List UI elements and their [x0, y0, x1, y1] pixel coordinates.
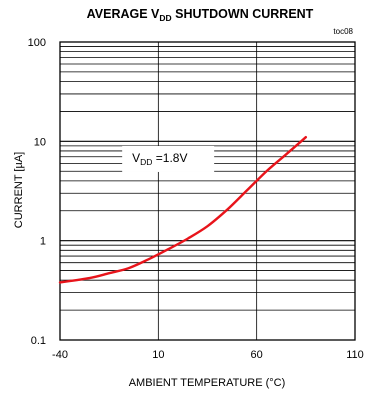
- x-axis-label: AMBIENT TEMPERATURE (°C): [129, 377, 286, 389]
- y-tick-label: 0.1: [31, 335, 46, 347]
- y-axis-label: CURRENT [µA]: [13, 152, 25, 228]
- chart-title: AVERAGE VDD SHUTDOWN CURRENT: [87, 7, 314, 23]
- x-tick-label: 60: [251, 349, 263, 361]
- x-tick-label: 110: [346, 349, 364, 361]
- x-tick-label: 10: [152, 349, 164, 361]
- figure-id-label: toc08: [333, 27, 353, 36]
- y-tick-label: 10: [34, 136, 46, 148]
- series-line: [58, 136, 307, 284]
- grid-lines: [60, 42, 355, 340]
- x-tick-label: -40: [52, 349, 68, 361]
- y-tick-label: 1: [40, 236, 46, 248]
- vdd-annotation: VDD =1.8V: [122, 145, 215, 172]
- y-tick-label: 100: [28, 37, 46, 49]
- annotation-background: [122, 145, 215, 172]
- annotation-text: VDD =1.8V: [132, 151, 187, 167]
- plot-frame: [59, 41, 356, 341]
